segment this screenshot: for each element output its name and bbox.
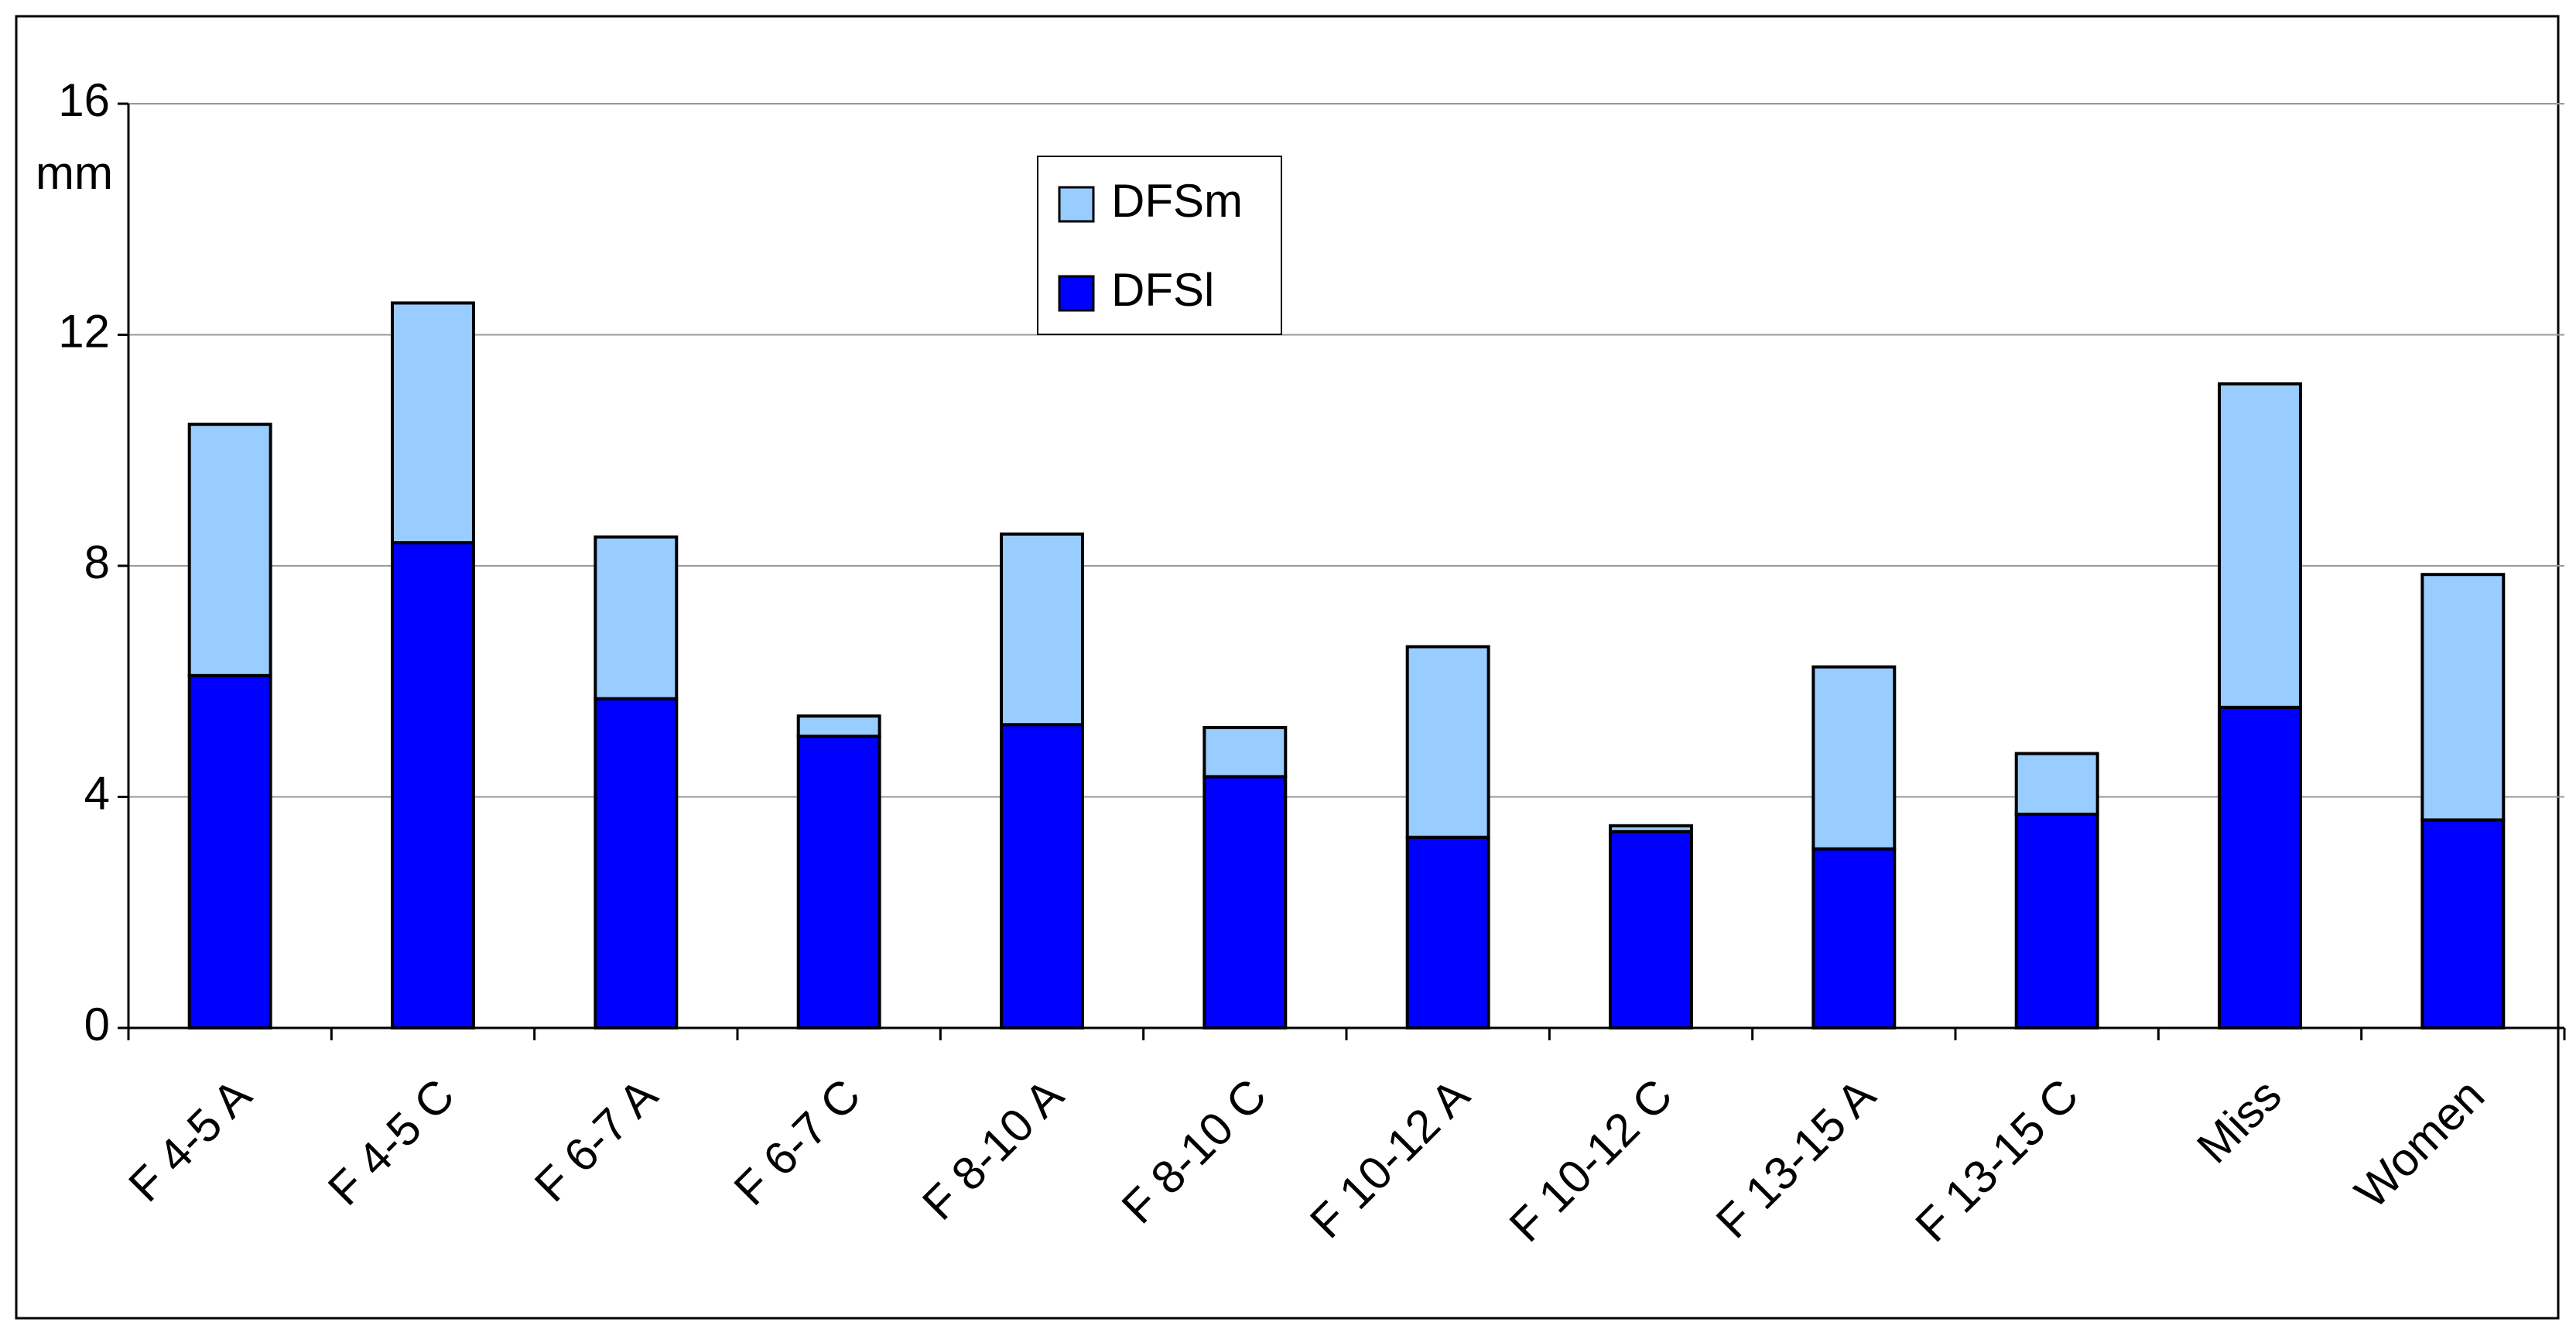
y-tick-label: 12 bbox=[58, 305, 110, 357]
legend-label: DFSm bbox=[1111, 175, 1243, 227]
legend-swatch bbox=[1058, 186, 1095, 223]
bar-segment bbox=[1811, 665, 1897, 851]
bar-segment bbox=[187, 673, 272, 1029]
bar-segment bbox=[796, 714, 881, 738]
bar-segment bbox=[2014, 752, 2099, 816]
bar-segment bbox=[594, 535, 679, 701]
y-tick-label: 8 bbox=[84, 536, 110, 588]
bar-segment bbox=[1000, 723, 1084, 1029]
bar-segment bbox=[187, 423, 272, 677]
bar-segment bbox=[1405, 645, 1490, 839]
bar-segment bbox=[2014, 812, 2099, 1029]
bar-segment bbox=[1202, 775, 1288, 1029]
bar-segment bbox=[1609, 830, 1693, 1030]
bar-segment bbox=[1202, 725, 1288, 779]
bar-segment bbox=[1405, 835, 1490, 1030]
legend-label: DFSl bbox=[1111, 264, 1214, 316]
y-axis-label: mm bbox=[36, 147, 113, 199]
bar-segment bbox=[2218, 382, 2302, 709]
y-tick-label: 0 bbox=[84, 999, 110, 1050]
legend-swatch bbox=[1058, 275, 1095, 312]
bar-segment bbox=[391, 541, 475, 1029]
bar-segment bbox=[796, 735, 881, 1029]
bar-segment bbox=[1811, 847, 1897, 1029]
bar-segment bbox=[1000, 532, 1084, 727]
bar-segment bbox=[391, 301, 475, 545]
y-tick-label: 4 bbox=[84, 767, 110, 819]
bar-segment bbox=[2420, 573, 2506, 822]
bar-segment bbox=[594, 697, 679, 1029]
bar-segment bbox=[1609, 824, 1693, 834]
y-tick-label: 16 bbox=[58, 74, 110, 126]
bar-segment bbox=[2218, 705, 2302, 1029]
bar-segment bbox=[2420, 818, 2506, 1029]
